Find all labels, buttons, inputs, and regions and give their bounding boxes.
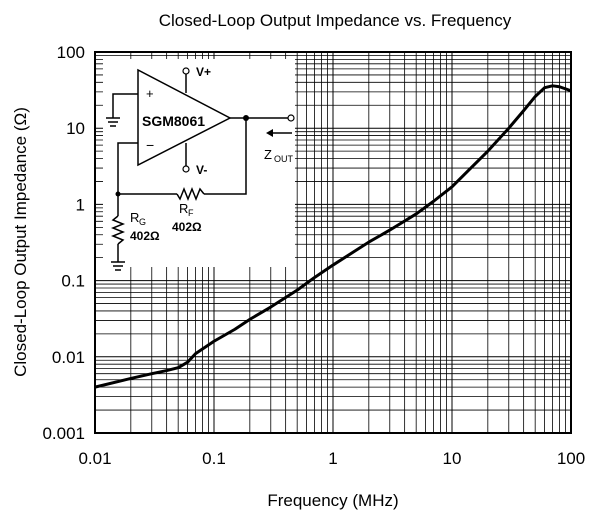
vminus-terminal [182, 165, 190, 173]
y-tick-label: 100 [57, 43, 85, 62]
plot-frame [94, 51, 572, 434]
rf-subscript: F [188, 208, 194, 218]
output-terminal [287, 114, 295, 122]
minus-input-wire [117, 142, 138, 194]
opamp-triangle [137, 68, 232, 167]
y-axis-label: Closed-Loop Output Impedance (Ω) [11, 107, 30, 377]
plus-input-wire [112, 93, 138, 118]
impedance-curve [94, 84, 572, 389]
y-tick-labels: 0.001 0.01 0.1 1 10 100 [42, 43, 85, 443]
x-tick-label: 10 [443, 449, 462, 468]
rg-value: 402Ω [130, 229, 160, 243]
rg-label: R [130, 210, 139, 225]
y-tick-label: 0.01 [52, 348, 85, 367]
x-tick-labels: 0.01 0.1 1 10 100 [78, 449, 585, 468]
zout-arrowhead [266, 129, 273, 137]
plus-sign: + [146, 86, 154, 101]
y-tick-label: 10 [66, 119, 85, 138]
rf-label: R [179, 201, 188, 216]
part-label: SGM8061 [142, 113, 205, 129]
y-tick-label: 1 [76, 195, 85, 214]
y-tick-label: 0.001 [42, 424, 85, 443]
zout-label: Z [264, 147, 272, 162]
feedback-wire-right [204, 118, 247, 195]
rf-resistor [176, 186, 205, 202]
x-tick-label: 0.1 [202, 449, 226, 468]
curve-layer [94, 84, 572, 389]
x-axis-label: Frequency (MHz) [267, 491, 398, 510]
x-tick-label: 0.01 [78, 449, 111, 468]
rg-resistor [110, 215, 126, 245]
rf-value: 402Ω [172, 220, 202, 234]
vplus-label: V+ [196, 65, 211, 79]
x-tick-label: 1 [328, 449, 337, 468]
x-tick-label: 100 [557, 449, 585, 468]
vplus-terminal [182, 67, 190, 75]
chart-title: Closed-Loop Output Impedance vs. Frequen… [159, 11, 512, 30]
rg-subscript: G [139, 217, 146, 227]
y-tick-label: 0.1 [61, 272, 85, 291]
vminus-label: V- [196, 163, 207, 177]
zout-subscript: OUT [274, 154, 294, 164]
minus-sign: − [146, 137, 154, 153]
